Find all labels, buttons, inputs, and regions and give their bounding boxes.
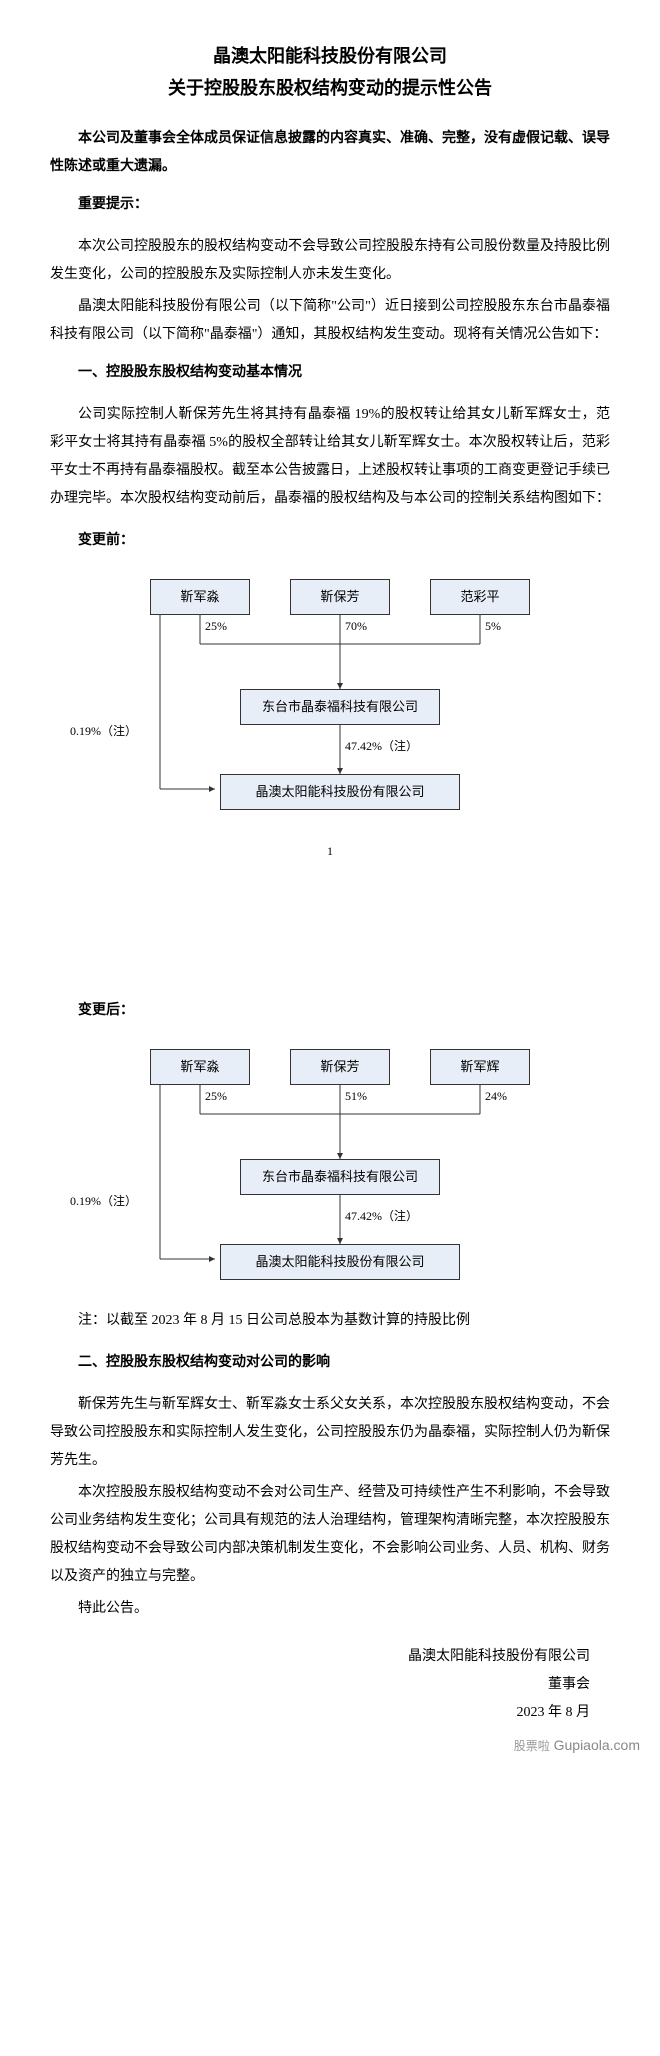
node-bot-before: 晶澳太阳能科技股份有限公司: [220, 774, 460, 810]
tips-text: 本次公司控股股东的股权结构变动不会导致公司控股股东持有公司股份数量及持股比例发生…: [50, 233, 610, 289]
intro-paragraph: 晶澳太阳能科技股份有限公司（以下简称"公司"）近日接到公司控股股东东台市晶泰福科…: [50, 293, 610, 349]
edge-down-after: 47.42%（注）: [345, 1204, 418, 1228]
org-chart-after: 靳军淼 靳保芳 靳军辉 东台市晶泰福科技有限公司 晶澳太阳能科技股份有限公司 2…: [50, 1039, 610, 1299]
section-1-paragraph-1: 公司实际控制人靳保芳先生将其持有晶泰福 19%的股权转让给其女儿靳军辉女士，范彩…: [50, 401, 610, 513]
section-2-paragraph-2: 本次控股股东股权结构变动不会对公司生产、经营及可持续性产生不利影响，不会导致公司…: [50, 1479, 610, 1591]
org-chart-before: 靳军淼 靳保芳 范彩平 东台市晶泰福科技有限公司 晶澳太阳能科技股份有限公司 2…: [50, 569, 610, 829]
watermark: 股票啦 Gupiaola.com: [0, 1737, 660, 1754]
edge-e3-after: 24%: [485, 1084, 507, 1108]
edge-e1-after: 25%: [205, 1084, 227, 1108]
node-p2-after: 靳保芳: [290, 1049, 390, 1085]
edge-e2-after: 51%: [345, 1084, 367, 1108]
doc-title: 晶澳太阳能科技股份有限公司 关于控股股东股权结构变动的提示性公告: [50, 40, 610, 105]
sign-board: 董事会: [50, 1671, 590, 1699]
section-1-heading: 一、控股股东股权结构变动基本情况: [50, 359, 610, 387]
node-p1-before: 靳军淼: [150, 579, 250, 615]
edge-e2-before: 70%: [345, 614, 367, 638]
title-line-2: 关于控股股东股权结构变动的提示性公告: [50, 72, 610, 104]
title-line-1: 晶澳太阳能科技股份有限公司: [50, 40, 610, 72]
edge-down-before: 47.42%（注）: [345, 734, 418, 758]
edge-e1-before: 25%: [205, 614, 227, 638]
node-mid-before: 东台市晶泰福科技有限公司: [240, 689, 440, 725]
guarantee-statement: 本公司及董事会全体成员保证信息披露的内容真实、准确、完整，没有虚假记载、误导性陈…: [50, 125, 610, 181]
edge-left-before: 0.19%（注）: [70, 719, 137, 743]
section-2-paragraph-1: 靳保芳先生与靳军辉女士、靳军淼女士系父女关系，本次控股股东股权结构变动，不会导致…: [50, 1391, 610, 1475]
closing-statement: 特此公告。: [50, 1595, 610, 1623]
edge-left-after: 0.19%（注）: [70, 1189, 137, 1213]
edge-e3-before: 5%: [485, 614, 501, 638]
node-p3-after: 靳军辉: [430, 1049, 530, 1085]
sign-date: 2023 年 8 月: [50, 1699, 590, 1727]
node-p1-after: 靳军淼: [150, 1049, 250, 1085]
node-p2-before: 靳保芳: [290, 579, 390, 615]
watermark-prefix: 股票啦: [514, 1739, 550, 1753]
page-break-spacer: [50, 863, 610, 983]
section-2-heading: 二、控股股东股权结构变动对公司的影响: [50, 1349, 610, 1377]
before-label: 变更前：: [50, 527, 610, 555]
chart-note: 注：以截至 2023 年 8 月 15 日公司总股本为基数计算的持股比例: [50, 1307, 610, 1335]
signature-block: 晶澳太阳能科技股份有限公司 董事会 2023 年 8 月: [50, 1643, 610, 1727]
node-p3-before: 范彩平: [430, 579, 530, 615]
watermark-text: Gupiaola.com: [554, 1737, 640, 1753]
page-number-1: 1: [50, 839, 610, 863]
after-label: 变更后：: [50, 997, 610, 1025]
tips-label: 重要提示：: [50, 191, 610, 219]
node-mid-after: 东台市晶泰福科技有限公司: [240, 1159, 440, 1195]
sign-company: 晶澳太阳能科技股份有限公司: [50, 1643, 590, 1671]
node-bot-after: 晶澳太阳能科技股份有限公司: [220, 1244, 460, 1280]
document-page: 晶澳太阳能科技股份有限公司 关于控股股东股权结构变动的提示性公告 本公司及董事会…: [0, 0, 660, 1747]
